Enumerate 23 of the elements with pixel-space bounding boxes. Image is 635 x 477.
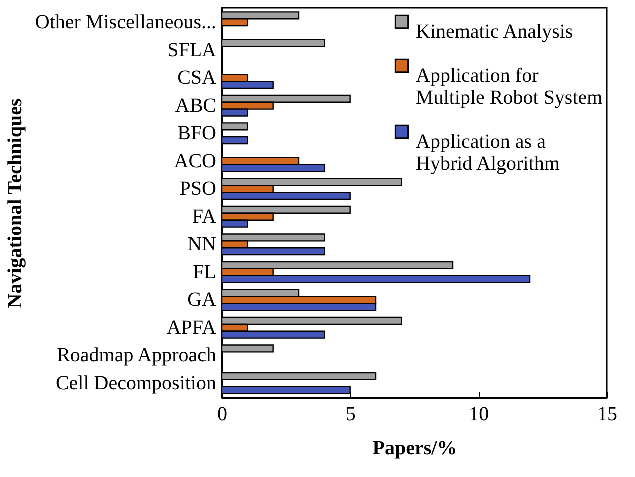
x-tick-label: 10 — [469, 404, 490, 426]
x-tick-label: 0 — [218, 404, 228, 426]
legend-label: Application as a Hybrid Algorithm — [416, 131, 560, 175]
x-tick-label: 15 — [598, 404, 618, 426]
y-tick-label: NN — [188, 234, 216, 256]
y-tick-label: CSA — [178, 67, 218, 90]
y-tick-label: APFA — [166, 316, 218, 339]
y-tick-label: GA — [188, 289, 218, 312]
x-tick-label: 5 — [346, 404, 356, 426]
y-axis-title: Navigational Techniques — [4, 98, 26, 308]
y-tick-label: Cell Decomposition — [56, 372, 216, 394]
y-tick-label: FL — [193, 261, 216, 284]
legend-label: Kinematic Analysis — [416, 21, 574, 43]
y-tick-label: ACO — [174, 150, 216, 172]
y-tick-label: FA — [192, 206, 218, 228]
y-tick-label: PSO — [180, 178, 216, 200]
y-tick-label: Other Miscellaneous... — [35, 12, 216, 34]
x-axis-title: Papers/% — [372, 438, 458, 460]
y-tick-label: SFLA — [168, 39, 218, 62]
y-tick-label: BFO — [178, 122, 216, 145]
legend-label: Application for Multiple Robot System — [416, 65, 604, 109]
y-tick-label: ABC — [175, 94, 216, 117]
y-tick-label: Roadmap Approach — [57, 344, 216, 367]
